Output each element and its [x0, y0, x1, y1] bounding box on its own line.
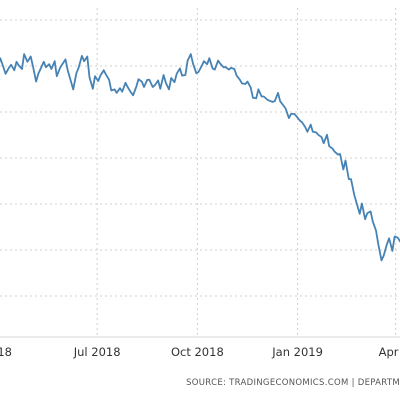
x-tick-label: Apr 2	[379, 345, 400, 359]
x-tick-label: Jan 2019	[271, 345, 323, 359]
chart-grid	[0, 8, 400, 337]
source-note: SOURCE: TRADINGECONOMICS.COM | DEPARTM	[186, 378, 400, 388]
series-line	[0, 53, 400, 262]
x-tick-label: Oct 2018	[171, 345, 224, 359]
x-tick-label: Jul 2018	[73, 345, 121, 359]
x-tick-label: 18	[0, 345, 12, 359]
x-axis-tick-labels: 18 Jul 2018 Oct 2018 Jan 2019 Apr 2	[0, 345, 400, 359]
